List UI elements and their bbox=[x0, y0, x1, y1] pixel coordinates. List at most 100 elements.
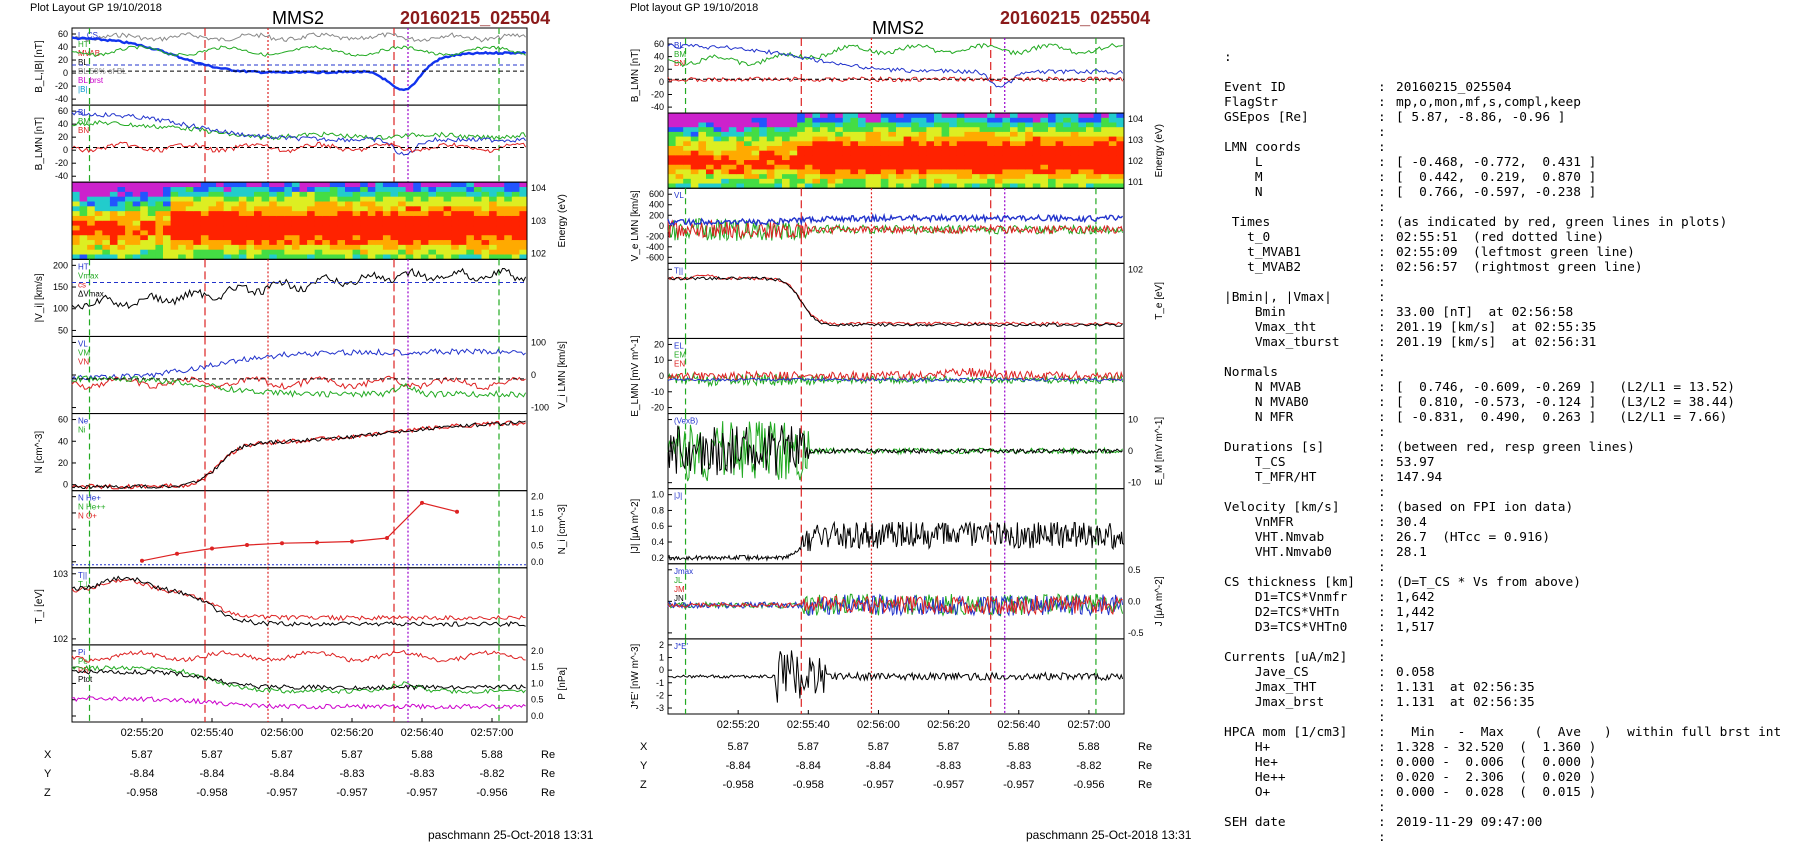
summary-colon: : bbox=[1378, 815, 1386, 830]
spectrogram-cell bbox=[880, 136, 889, 142]
spectrogram-cell bbox=[314, 182, 323, 188]
spectrogram-cell bbox=[675, 178, 684, 185]
summary-key: Jmax_THT bbox=[1224, 680, 1317, 695]
y-tick-label: 0.4 bbox=[651, 537, 664, 547]
spectrogram-cell bbox=[504, 215, 513, 222]
spectrogram-cell bbox=[238, 206, 247, 212]
spectrogram-cell bbox=[1032, 183, 1041, 189]
spectrogram-cell bbox=[375, 196, 384, 202]
spectrogram-cell bbox=[125, 235, 134, 241]
spectrogram-cell bbox=[276, 244, 285, 251]
spectrogram-cell bbox=[420, 235, 429, 241]
spectrogram-cell bbox=[1078, 178, 1087, 185]
spectrogram-cell bbox=[949, 131, 958, 138]
spectrogram-cell bbox=[413, 244, 422, 251]
spectrogram-cell bbox=[420, 201, 429, 207]
spectrogram-cell bbox=[941, 178, 950, 185]
spectrogram-cell bbox=[873, 178, 882, 185]
y-tick-label: 1.0 bbox=[531, 678, 544, 688]
spectrogram-cell bbox=[888, 178, 897, 185]
spectrogram-cell bbox=[109, 235, 118, 241]
spectrogram-cell bbox=[473, 215, 482, 222]
legend-entry: Jmax bbox=[674, 567, 693, 576]
spectrogram-cell bbox=[873, 155, 882, 161]
spectrogram-cell bbox=[774, 174, 783, 180]
spectrogram-cell bbox=[208, 240, 217, 246]
spectrogram-cell bbox=[443, 254, 452, 260]
spectrogram-cell bbox=[345, 191, 354, 198]
y-tick-label: 0.5 bbox=[531, 541, 544, 551]
spectrogram-cell bbox=[1086, 141, 1095, 147]
spectrogram-cell bbox=[713, 127, 722, 133]
spectrogram-cell bbox=[79, 211, 88, 217]
spectrogram-cell bbox=[888, 131, 897, 138]
summary-colon: : bbox=[1378, 170, 1386, 185]
spectrogram-cell bbox=[774, 169, 783, 175]
y-tick-label: 0 bbox=[659, 77, 664, 87]
spectrogram-cell bbox=[405, 249, 414, 256]
spectrogram-cell bbox=[261, 196, 270, 202]
spectrogram-cell bbox=[102, 182, 111, 188]
spectrogram-cell bbox=[307, 235, 316, 241]
spectrogram-cell bbox=[835, 145, 844, 152]
spectrogram-cell bbox=[865, 136, 874, 142]
spectrogram-cell bbox=[736, 183, 745, 189]
spectrogram-cell bbox=[216, 215, 225, 222]
spectrogram-cell bbox=[223, 196, 232, 202]
spectrogram-cell bbox=[698, 141, 707, 147]
spectrogram-cell bbox=[797, 141, 806, 147]
spectrogram-cell bbox=[1101, 178, 1110, 185]
spectrogram-cell bbox=[269, 254, 278, 260]
spectrogram-cell bbox=[102, 235, 111, 241]
spectrogram-cell bbox=[125, 249, 134, 256]
summary-colon: : bbox=[1378, 275, 1386, 290]
series-line bbox=[667, 377, 1123, 383]
spectrogram-cell bbox=[178, 211, 187, 217]
spectrogram-cell bbox=[163, 244, 172, 251]
spectrogram-cell bbox=[420, 211, 429, 217]
spectrogram-cell bbox=[858, 122, 867, 128]
spectrogram-cell bbox=[170, 249, 179, 256]
spectrogram-cell bbox=[496, 240, 505, 246]
spectrogram-cell bbox=[496, 206, 505, 212]
spectrogram-cell bbox=[284, 191, 293, 198]
spectrogram-cell bbox=[367, 244, 376, 251]
spectrogram-cell bbox=[706, 174, 715, 180]
spectrogram-cell bbox=[458, 230, 467, 236]
summary-row: Vmax_tburst:201.19 [km/s] at 02:56:31 bbox=[1224, 335, 1781, 350]
spectrogram-cell bbox=[284, 211, 293, 217]
spectrogram-cell bbox=[216, 254, 225, 260]
spectrogram-cell bbox=[223, 187, 232, 193]
summary-colon: : bbox=[1378, 155, 1386, 170]
spectrogram-cell bbox=[109, 249, 118, 256]
spectrogram-cell bbox=[102, 187, 111, 193]
spectrogram-cell bbox=[314, 244, 323, 251]
spectrogram-cell bbox=[744, 127, 753, 133]
spectrogram-cell bbox=[276, 182, 285, 188]
summary-colon: : bbox=[1378, 485, 1386, 500]
series-line bbox=[71, 665, 526, 695]
spectrogram-cell bbox=[398, 240, 407, 246]
spectrogram-cell bbox=[1093, 122, 1102, 128]
spectrogram-cell bbox=[820, 145, 829, 152]
spectrogram-cell bbox=[405, 230, 414, 236]
legend-entry: Ne bbox=[78, 417, 89, 426]
spectrogram-cell bbox=[728, 183, 737, 189]
spectrogram-cell bbox=[269, 240, 278, 246]
spectrogram-cell bbox=[231, 182, 240, 188]
spectrogram-cell bbox=[436, 215, 445, 222]
spectrogram-cell bbox=[246, 187, 255, 193]
spectrogram-cell bbox=[713, 169, 722, 175]
spectrogram-cell bbox=[87, 225, 96, 231]
spectrogram-cell bbox=[759, 145, 768, 152]
series-line bbox=[71, 649, 526, 663]
spectrogram-cell bbox=[367, 220, 376, 227]
spectrogram-cell bbox=[1002, 169, 1011, 175]
spectrogram-cell bbox=[1116, 160, 1125, 166]
spectrogram-cell bbox=[458, 225, 467, 231]
summary-key: Event ID bbox=[1224, 80, 1286, 95]
spectrogram-cell bbox=[972, 150, 981, 156]
spectrogram-cell bbox=[789, 145, 798, 152]
spectrogram-cell bbox=[1070, 178, 1079, 185]
spectrogram-cell bbox=[307, 187, 316, 193]
